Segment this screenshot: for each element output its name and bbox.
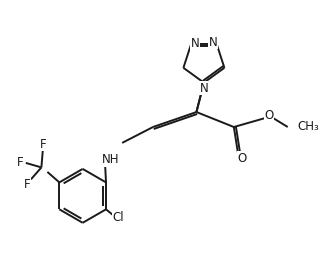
Text: N: N bbox=[191, 37, 199, 50]
Text: O: O bbox=[237, 152, 247, 165]
Text: F: F bbox=[40, 138, 46, 151]
Text: N: N bbox=[200, 82, 208, 95]
Text: F: F bbox=[24, 178, 31, 191]
Text: N: N bbox=[209, 36, 217, 49]
Text: F: F bbox=[17, 157, 24, 170]
Text: O: O bbox=[265, 109, 274, 122]
Text: Cl: Cl bbox=[113, 211, 124, 224]
Text: NH: NH bbox=[102, 153, 120, 166]
Text: CH₃: CH₃ bbox=[297, 120, 319, 133]
